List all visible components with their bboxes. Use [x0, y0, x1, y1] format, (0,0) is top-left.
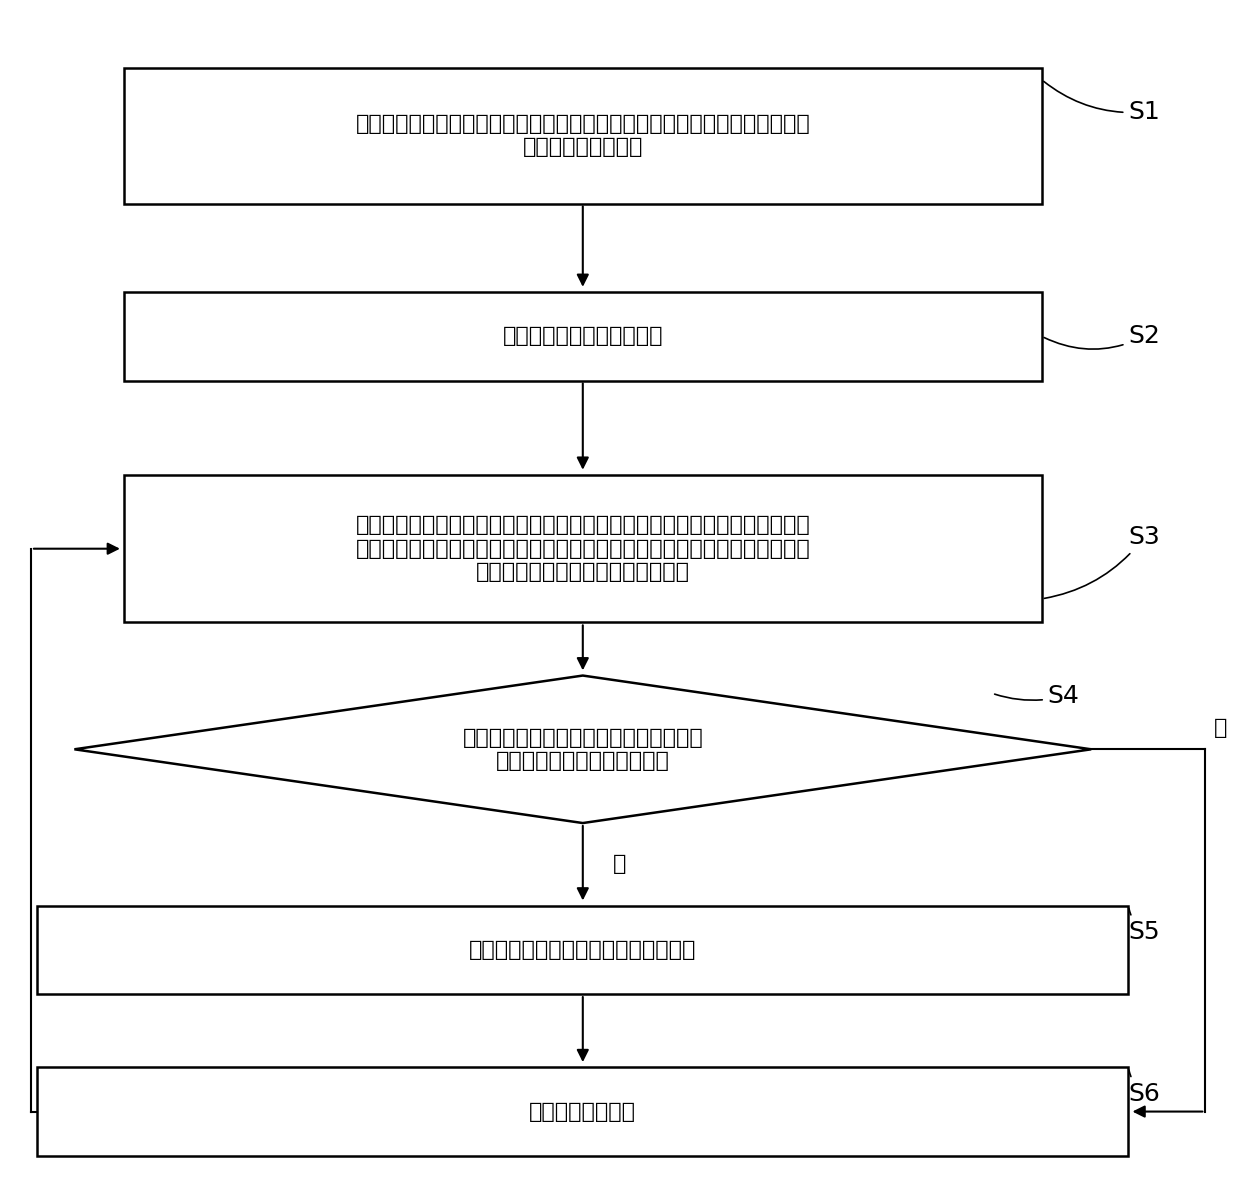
Text: 判断满足约束条件的磁芯尺寸中是否存在
满足预设指标要求的磁芯尺寸: 判断满足约束条件的磁芯尺寸中是否存在 满足预设指标要求的磁芯尺寸 [463, 728, 703, 771]
Text: S1: S1 [1044, 81, 1161, 124]
Bar [124, 67, 1042, 203]
Bar [124, 291, 1042, 380]
Text: 获取新的约束条件: 获取新的约束条件 [529, 1102, 636, 1121]
Polygon shape [74, 675, 1091, 824]
Bar [37, 906, 1128, 994]
Text: 以所述相关参数与磁芯尺寸之间的关系、磁芯的窗口面积与有效截面积的积与
磁芯尺寸之间的关系、磁芯的体积与磁芯尺寸之间的关系为目标函数，通过遗
传算法求解满足约束条: 以所述相关参数与磁芯尺寸之间的关系、磁芯的窗口面积与有效截面积的积与 磁芯尺寸之… [356, 516, 810, 582]
Text: 根据用户选择的无线充电补偿电路拓扑结构确定磁芯影响磁耦合装置的输出功
率和效率的相关参数: 根据用户选择的无线充电补偿电路拓扑结构确定磁芯影响磁耦合装置的输出功 率和效率的… [356, 114, 810, 157]
Bar [37, 1067, 1128, 1156]
Text: 输出所述满足预设指标要求的磁芯尺寸: 输出所述满足预设指标要求的磁芯尺寸 [469, 940, 697, 959]
Text: S3: S3 [1044, 525, 1161, 598]
Text: S5: S5 [1128, 909, 1161, 944]
Text: 获取对磁芯尺寸的约束条件: 获取对磁芯尺寸的约束条件 [502, 327, 663, 346]
Text: 否: 否 [1214, 717, 1226, 738]
Text: 是: 是 [614, 854, 626, 874]
Text: S4: S4 [994, 684, 1080, 708]
Bar [124, 474, 1042, 623]
Text: S2: S2 [1044, 324, 1161, 349]
Text: S6: S6 [1128, 1070, 1161, 1106]
